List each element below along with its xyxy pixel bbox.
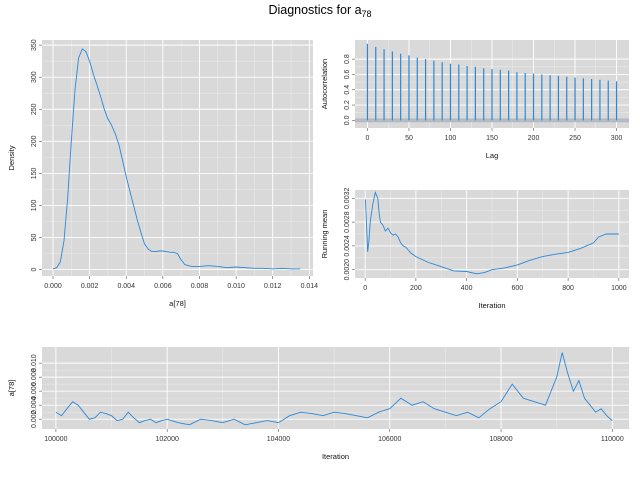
autocorrelation-y-tick-label: 0.2: [344, 100, 351, 110]
density-y-tick-label: 100: [31, 200, 38, 212]
density-series-line: [52, 48, 301, 270]
density-panel-background: [42, 40, 313, 276]
running-mean-x-tick-label: 600: [512, 285, 524, 292]
trace-x-tick-label: 110000: [601, 436, 624, 443]
autocorrelation-x-tick-label: 100: [445, 135, 457, 142]
running-mean-x-tick-label: 400: [461, 285, 473, 292]
autocorrelation-x-tick-label: 300: [611, 135, 623, 142]
running-mean-y-tick-label: 0.0024: [344, 235, 351, 257]
trace-y-tick-label: 0.010: [31, 354, 38, 372]
density-y-tick-label: 250: [31, 103, 38, 115]
running-mean-y-axis-label: Running mean: [320, 210, 329, 259]
trace-series-line: [55, 352, 613, 426]
running-mean-x-tick-label: 800: [562, 285, 574, 292]
trace-y-axis-label: a[78]: [7, 380, 16, 397]
figure-title-subscript: 78: [362, 9, 372, 19]
autocorrelation-x-axis-label: Lag: [486, 151, 499, 160]
density-x-tick-label: 0.010: [227, 283, 245, 290]
autocorrelation-y-axis-label: Autocorrelation: [320, 59, 329, 109]
autocorrelation-x-tick-label: 250: [569, 135, 581, 142]
trace-panel-background: [42, 347, 629, 429]
density-y-tick-label: 350: [31, 39, 38, 51]
autocorrelation-y-tick-label: 0.6: [344, 69, 351, 79]
trace-x-tick-label: 102000: [156, 436, 179, 443]
density-x-tick-label: 0.000: [44, 283, 62, 290]
density-x-tick-label: 0.004: [117, 283, 135, 290]
autocorrelation-x-tick-label: 150: [486, 135, 498, 142]
trace-x-tick-label: 100000: [44, 436, 67, 443]
running-mean-panel: 0 200 400 600 800 1000 0.0020 0.0024 0.00280.003…: [320, 188, 629, 310]
density-x-tick-label: 0.008: [191, 283, 209, 290]
figure-title: Diagnostics for a78: [268, 3, 371, 19]
density-y-tick-label: 200: [31, 135, 38, 147]
running-mean-y-tick-label: 0.0020: [344, 259, 351, 281]
figure-title-main: Diagnostics for a: [268, 3, 361, 17]
trace-x-tick-label: 104000: [267, 436, 290, 443]
running-mean-x-tick-label: 0: [363, 285, 367, 292]
density-x-tick-label: 0.002: [81, 283, 99, 290]
density-x-tick-label: 0.014: [301, 283, 319, 290]
running-mean-y-tick-label: 0.0028: [344, 211, 351, 233]
trace-x-tick-label: 106000: [378, 436, 401, 443]
running-mean-x-tick-label: 1000: [611, 285, 627, 292]
autocorrelation-panel: 0 50 100 150 200 250 300 0.0 0.2 0.4 0.6 0.8 Lag Auto…: [320, 40, 629, 160]
density-x-axis-label: a[78]: [169, 299, 186, 308]
autocorrelation-y-tick-label: 0.0: [344, 115, 351, 125]
trace-y-tick-label: 0.004: [31, 396, 38, 414]
running-mean-series-line: [364, 190, 619, 275]
trace-x-axis-label: Iteration: [322, 452, 349, 461]
trace-y-tick-label: 0.006: [31, 382, 38, 400]
autocorrelation-x-tick-label: 50: [405, 135, 413, 142]
running-mean-x-axis-label: Iteration: [478, 301, 505, 310]
density-panel: 0.000 0.002 0.004 0.006 0.008 0.010 0.012 0.014…: [7, 39, 318, 308]
density-y-tick-label: 0: [31, 268, 38, 272]
autocorrelation-y-tick-label: 0.8: [344, 54, 351, 64]
density-y-tick-label: 150: [31, 167, 38, 179]
trace-y-tick-label: 0.002: [31, 410, 38, 428]
trace-panel: 100000 102000 104000 106000 108000 110000 0.00…: [7, 347, 629, 461]
autocorrelation-x-tick-label: 0: [366, 135, 370, 142]
autocorrelation-x-tick-label: 200: [528, 135, 540, 142]
running-mean-x-tick-label: 200: [410, 285, 422, 292]
trace-x-tick-label: 108000: [489, 436, 512, 443]
running-mean-y-tick-label: 0.0032: [344, 188, 351, 210]
density-y-tick-label: 50: [31, 234, 38, 242]
autocorrelation-y-tick-label: 0.4: [344, 85, 351, 95]
density-y-axis-label: Density: [7, 145, 16, 170]
density-x-tick-label: 0.006: [154, 283, 172, 290]
density-y-tick-label: 300: [31, 71, 38, 83]
trace-y-tick-label: 0.008: [31, 368, 38, 386]
density-x-tick-label: 0.012: [264, 283, 282, 290]
